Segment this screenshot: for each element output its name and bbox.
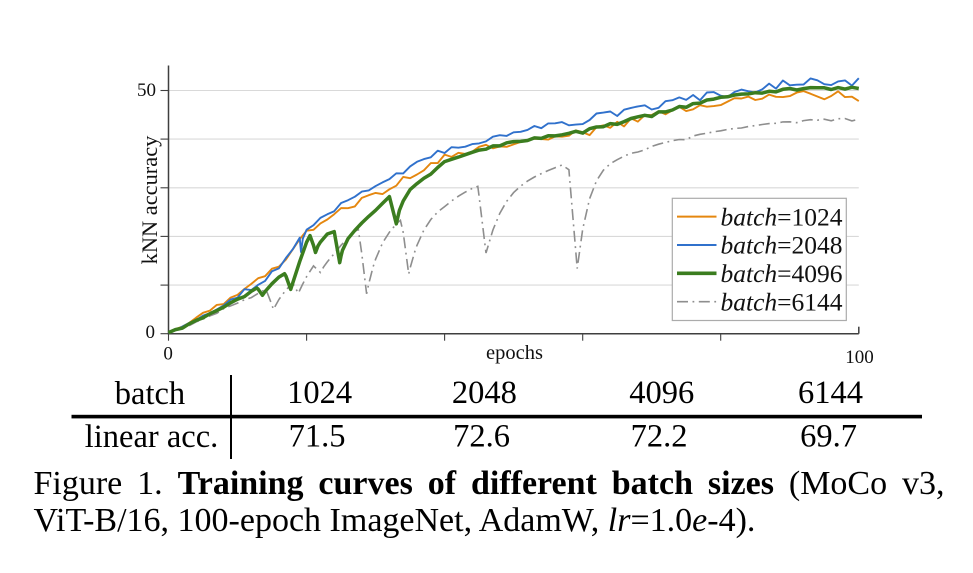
svg-text:batch=4096: batch=4096 (721, 259, 843, 288)
svg-text:batch=2048: batch=2048 (721, 231, 843, 260)
svg-text:batch=1024: batch=1024 (721, 202, 843, 231)
svg-text:72.2: 72.2 (631, 419, 688, 455)
svg-text:2048: 2048 (452, 375, 517, 411)
svg-text:71.5: 71.5 (289, 419, 346, 455)
svg-text:1024: 1024 (287, 375, 352, 411)
svg-text:batch=6144: batch=6144 (721, 287, 843, 316)
svg-text:batch: batch (115, 376, 185, 412)
svg-text:0: 0 (146, 322, 156, 343)
svg-text:6144: 6144 (798, 375, 863, 411)
svg-text:4096: 4096 (629, 375, 694, 411)
svg-text:72.6: 72.6 (453, 419, 510, 455)
svg-text:50: 50 (137, 80, 156, 101)
svg-text:kNN accuracy: kNN accuracy (137, 135, 162, 264)
svg-text:0: 0 (163, 344, 173, 365)
svg-text:epochs: epochs (486, 342, 543, 364)
svg-text:69.7: 69.7 (800, 419, 857, 455)
svg-text:linear acc.: linear acc. (85, 419, 219, 455)
svg-text:100: 100 (845, 347, 874, 368)
